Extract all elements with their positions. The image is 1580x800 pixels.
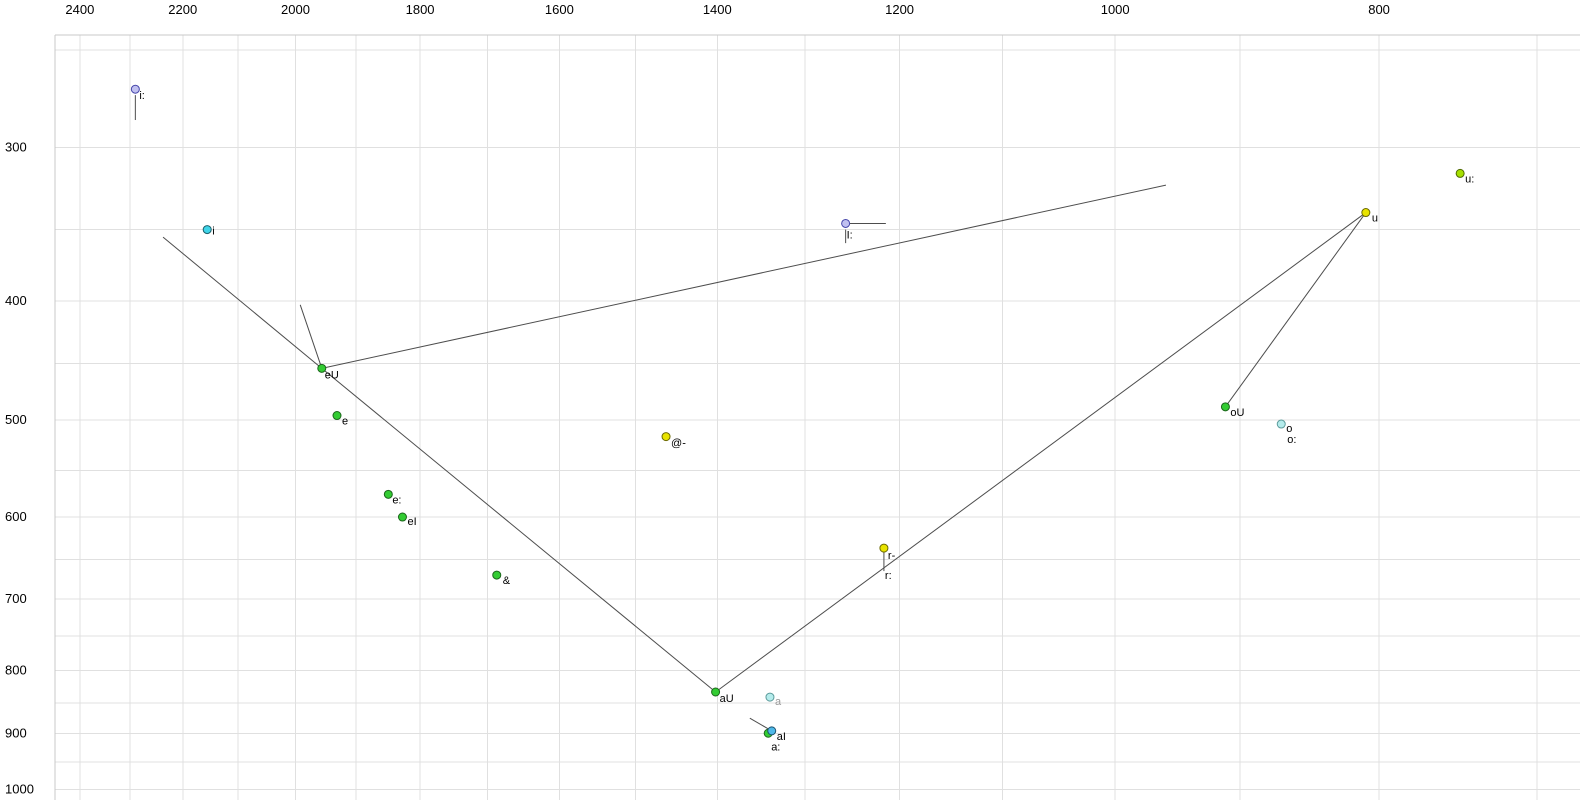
vowel-point-[interactable] — [492, 570, 502, 580]
vowel-point-a[interactable] — [765, 692, 775, 702]
vowel-point-o[interactable] — [1276, 419, 1286, 429]
vowel-point-label: i: — [139, 90, 145, 102]
vowel-point-label: e: — [392, 494, 401, 506]
vowel-point-eU[interactable] — [317, 363, 327, 373]
y-axis-tick-label: 900 — [5, 725, 27, 740]
vowel-point-i[interactable] — [202, 225, 212, 235]
y-axis-tick-label: 700 — [5, 591, 27, 606]
y-axis-tick-label: 600 — [5, 509, 27, 524]
vowel-point-eI[interactable] — [397, 512, 407, 522]
vowel-point-aI[interactable] — [767, 726, 777, 736]
y-axis-tick-label: 500 — [5, 412, 27, 427]
trajectory-line-eU-to-aU-diagonal — [321, 367, 716, 693]
y-axis-tick-label: 300 — [5, 139, 27, 154]
y-axis-tick-label: 800 — [5, 662, 27, 677]
y-axis-tick-label: 400 — [5, 293, 27, 308]
trajectory-lines — [134, 95, 1367, 732]
vowel-point-label: aU — [720, 693, 734, 705]
vowel-point-label: a: — [771, 741, 780, 753]
plot-border — [54, 34, 1580, 800]
x-axis-tick-label: 2000 — [281, 2, 310, 17]
x-axis-tick-label: 2400 — [65, 2, 94, 17]
x-axis-tick-label: 1400 — [703, 2, 732, 17]
vowel-point-u[interactable] — [1361, 208, 1371, 218]
vowel-point-label: I: — [847, 229, 853, 241]
trajectory-line-front-upper-diagonal — [162, 236, 323, 369]
vowel-point-e[interactable] — [332, 411, 342, 421]
trajectory-line-u-to-aU-diagonal — [715, 212, 1367, 693]
trajectory-line-eU-to-back-upper-line — [321, 184, 1167, 369]
x-axis-tick-label: 1600 — [545, 2, 574, 17]
extra-label: o: — [1287, 434, 1296, 446]
vowel-point-label: o — [1286, 423, 1292, 435]
vowel-point-r[interactable] — [879, 543, 889, 553]
extra-label: r: — [885, 570, 892, 582]
vowel-point-u[interactable] — [1455, 168, 1465, 178]
x-axis-tick-label: 800 — [1368, 2, 1390, 17]
trajectory-line-eU-short-upper-segment — [299, 304, 323, 369]
x-axis-tick-labels: 2400 2200 2000 1800 1600 1400 1200 1000 800 — [65, 2, 1390, 17]
vowel-point-aU[interactable] — [711, 687, 721, 697]
vowel-point-label: @- — [671, 438, 686, 450]
y-axis-tick-labels: 300 400 500 600 700 800 900 1000 — [5, 139, 34, 796]
y-axis-tick-label: 1000 — [5, 781, 34, 796]
x-axis-tick-label: 1200 — [885, 2, 914, 17]
x-axis-tick-label: 1000 — [1101, 2, 1130, 17]
vowel-points — [130, 84, 1465, 738]
vowel-point-label: u: — [1465, 173, 1474, 185]
trajectory-line-u-to-oU-line — [1225, 212, 1367, 408]
vowel-point-I[interactable] — [841, 218, 851, 228]
extra-labels: r: o: — [885, 434, 1297, 582]
x-axis-tick-label: 2200 — [168, 2, 197, 17]
vowel-point-label: & — [503, 575, 511, 587]
vowel-labels: i: i I: u: u eU e e: eI & @- r-oU o aU a a:aI — [139, 90, 1474, 753]
vowel-point-label: eI — [407, 516, 416, 528]
vowel-point-e[interactable] — [383, 489, 393, 499]
vowel-point-label: e — [342, 416, 348, 428]
vowel-point-i[interactable] — [130, 84, 140, 94]
vowel-point-oU[interactable] — [1220, 402, 1230, 412]
vowel-point-label: r- — [888, 550, 896, 562]
vowel-point-label: aI — [777, 731, 786, 743]
vowel-point-label: u — [1372, 213, 1378, 225]
vowel-point-[interactable] — [661, 432, 671, 442]
vowel-point-label: i — [212, 226, 214, 238]
vowel-point-label: eU — [325, 369, 339, 381]
x-axis-tick-label: 1800 — [406, 2, 435, 17]
grid-lines — [55, 35, 1580, 800]
vowel-point-label: oU — [1230, 407, 1244, 419]
vowel-point-label: a — [775, 696, 782, 708]
